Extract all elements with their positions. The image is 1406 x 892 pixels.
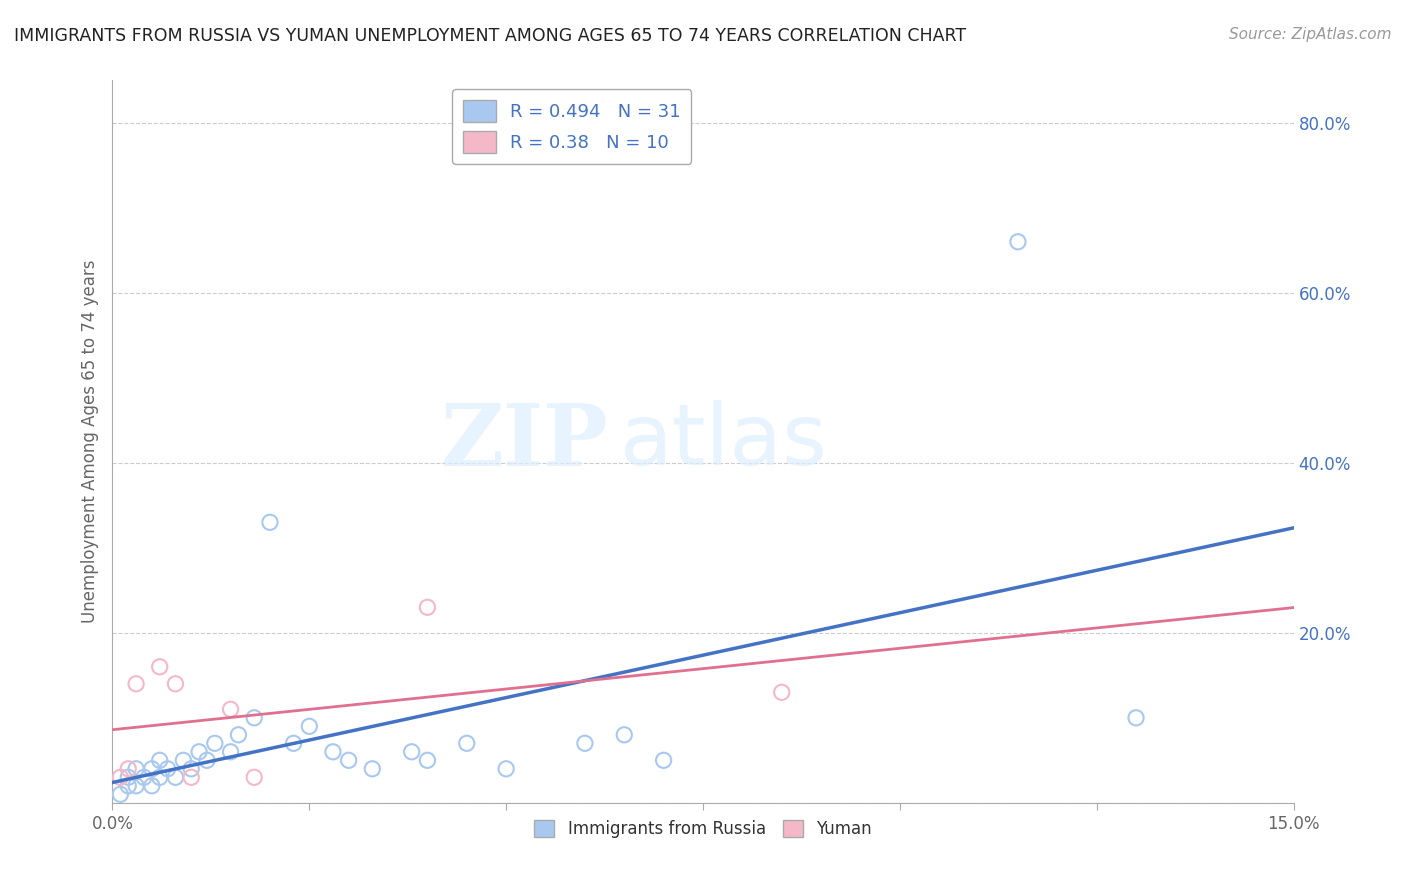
- Point: [495, 762, 517, 776]
- Point: [180, 762, 202, 776]
- Point: [361, 762, 384, 776]
- Point: [322, 745, 344, 759]
- Point: [574, 736, 596, 750]
- Text: atlas: atlas: [620, 400, 828, 483]
- Point: [219, 702, 242, 716]
- Point: [132, 770, 155, 784]
- Point: [613, 728, 636, 742]
- Point: [141, 762, 163, 776]
- Point: [243, 770, 266, 784]
- Point: [125, 677, 148, 691]
- Point: [188, 745, 211, 759]
- Point: [456, 736, 478, 750]
- Point: [180, 770, 202, 784]
- Point: [110, 787, 132, 801]
- Point: [401, 745, 423, 759]
- Point: [165, 770, 187, 784]
- Point: [172, 753, 194, 767]
- Point: [149, 770, 172, 784]
- Point: [228, 728, 250, 742]
- Point: [337, 753, 360, 767]
- Point: [219, 745, 242, 759]
- Point: [156, 762, 179, 776]
- Point: [259, 516, 281, 530]
- Point: [149, 660, 172, 674]
- Point: [125, 779, 148, 793]
- Text: IMMIGRANTS FROM RUSSIA VS YUMAN UNEMPLOYMENT AMONG AGES 65 TO 74 YEARS CORRELATI: IMMIGRANTS FROM RUSSIA VS YUMAN UNEMPLOY…: [14, 27, 966, 45]
- Text: Source: ZipAtlas.com: Source: ZipAtlas.com: [1229, 27, 1392, 42]
- Point: [117, 770, 139, 784]
- Point: [416, 600, 439, 615]
- Point: [110, 770, 132, 784]
- Point: [165, 677, 187, 691]
- Point: [1007, 235, 1029, 249]
- Legend: Immigrants from Russia, Yuman: Immigrants from Russia, Yuman: [527, 814, 879, 845]
- Point: [117, 779, 139, 793]
- Point: [149, 753, 172, 767]
- Point: [652, 753, 675, 767]
- Point: [141, 779, 163, 793]
- Point: [204, 736, 226, 750]
- Point: [1125, 711, 1147, 725]
- Y-axis label: Unemployment Among Ages 65 to 74 years: Unemployment Among Ages 65 to 74 years: [80, 260, 98, 624]
- Point: [125, 762, 148, 776]
- Point: [243, 711, 266, 725]
- Point: [298, 719, 321, 733]
- Point: [283, 736, 305, 750]
- Point: [117, 762, 139, 776]
- Point: [770, 685, 793, 699]
- Point: [416, 753, 439, 767]
- Point: [195, 753, 218, 767]
- Text: ZIP: ZIP: [440, 400, 609, 483]
